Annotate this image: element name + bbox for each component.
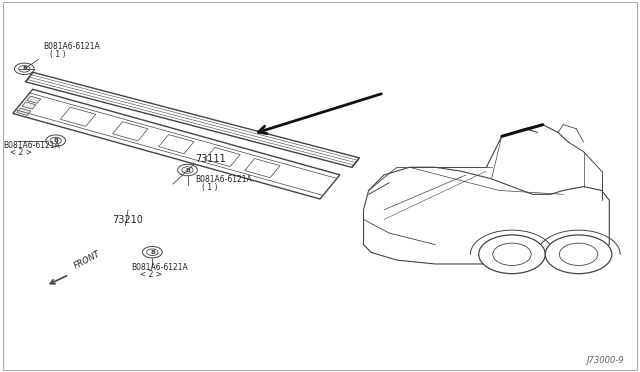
Text: B: B <box>22 66 27 71</box>
Text: < 2 >: < 2 > <box>10 148 31 157</box>
Text: ( 1 ): ( 1 ) <box>202 183 217 192</box>
Text: B081A6-6121A: B081A6-6121A <box>3 141 60 150</box>
Polygon shape <box>27 96 41 103</box>
Circle shape <box>545 235 612 274</box>
Polygon shape <box>159 135 194 154</box>
Text: B: B <box>185 167 190 173</box>
Polygon shape <box>26 72 360 167</box>
Text: 73111: 73111 <box>195 154 226 164</box>
Text: ( 1 ): ( 1 ) <box>50 50 65 59</box>
Polygon shape <box>13 89 340 199</box>
Text: FRONT: FRONT <box>73 249 102 271</box>
Text: B: B <box>150 250 155 255</box>
Polygon shape <box>244 158 280 178</box>
Circle shape <box>479 235 545 274</box>
Polygon shape <box>364 167 609 264</box>
Polygon shape <box>60 107 96 126</box>
Text: B081A6-6121A: B081A6-6121A <box>131 263 188 272</box>
Polygon shape <box>205 147 240 167</box>
Polygon shape <box>17 108 31 115</box>
Polygon shape <box>22 102 36 109</box>
Text: B081A6-6121A: B081A6-6121A <box>44 42 100 51</box>
Text: < 2 >: < 2 > <box>140 270 161 279</box>
Text: J73000-9: J73000-9 <box>586 356 624 365</box>
Text: B081A6-6121A: B081A6-6121A <box>195 175 252 184</box>
Text: 73210: 73210 <box>112 215 143 225</box>
Text: B: B <box>53 138 58 143</box>
Polygon shape <box>113 122 148 141</box>
